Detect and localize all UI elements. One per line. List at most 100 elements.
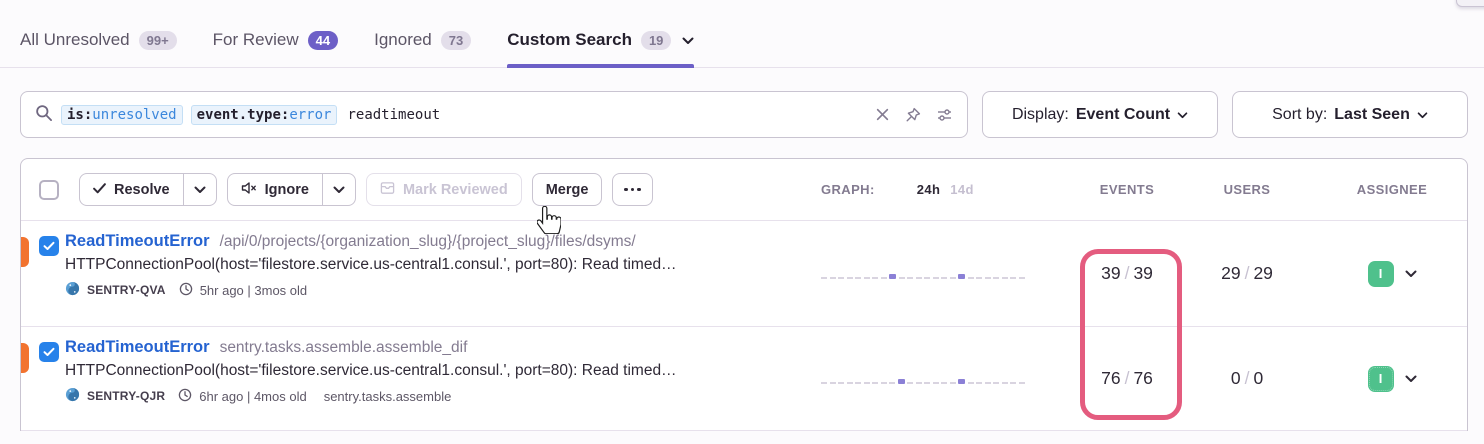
search-icon: [35, 104, 53, 126]
events-separator: /: [1124, 263, 1130, 283]
error-level-bar: [21, 343, 29, 373]
issue-message: HTTPConnectionPool(host='filestore.servi…: [65, 256, 677, 273]
assignee-dropdown[interactable]: I: [1317, 260, 1467, 287]
tab-label: Ignored: [374, 30, 432, 49]
pin-icon[interactable]: [905, 107, 921, 123]
token-key: is:: [67, 106, 93, 123]
events-cell: 39/39: [1037, 263, 1177, 284]
assignee-avatar[interactable]: I: [1367, 365, 1394, 392]
search-input[interactable]: is:unresolved event.type:error readtimeo…: [20, 91, 968, 138]
merge-button[interactable]: Merge: [531, 173, 603, 206]
ignore-dropdown-button[interactable]: [321, 173, 356, 206]
graph-column-header: GRAPH: 24h 14d: [797, 182, 1037, 197]
issue-summary: ReadTimeoutError /api/0/projects/{organi…: [65, 221, 797, 299]
token-value: error: [289, 106, 332, 123]
clear-search-icon[interactable]: [875, 107, 890, 122]
issue-meta: SENTRY-QJR 6hr ago | 4mos old sentry.tas…: [65, 387, 797, 405]
row-checkbox[interactable]: [39, 236, 59, 256]
issue-culprit: /api/0/projects/{organization_slug}/{pro…: [219, 233, 636, 250]
chevron-down-icon: [1405, 265, 1417, 283]
tab-ignored[interactable]: Ignored 73: [374, 30, 472, 67]
resolve-button[interactable]: Resolve: [79, 173, 184, 206]
chevron-down-icon: [1177, 106, 1188, 124]
users-cell: 0/0: [1177, 368, 1317, 389]
issue-meta: SENTRY-QVA 5hr ago | 3mos old: [65, 281, 797, 299]
ignore-button[interactable]: Ignore: [226, 173, 323, 206]
users-total: 29: [1253, 263, 1273, 283]
issue-summary: ReadTimeoutError sentry.tasks.assemble.a…: [65, 327, 797, 405]
sliders-icon[interactable]: [936, 107, 953, 123]
users-count: 0: [1230, 368, 1241, 388]
tab-count-badge: 44: [307, 30, 339, 50]
chevron-down-icon: [1405, 370, 1417, 388]
sort-dropdown[interactable]: Sort by: Last Seen: [1232, 91, 1468, 138]
events-total: 76: [1133, 368, 1153, 388]
tab-label: Custom Search: [507, 30, 632, 49]
users-count: 29: [1221, 263, 1241, 283]
issues-panel: Resolve Ignore: [20, 158, 1468, 431]
assignee-cell: I: [1317, 365, 1467, 392]
clock-icon: [179, 282, 193, 299]
project-slug[interactable]: SENTRY-QJR: [87, 389, 166, 403]
chevron-down-icon[interactable]: [682, 30, 694, 50]
archive-icon: [380, 181, 395, 199]
issue-graph-cell: [797, 269, 1037, 279]
issue-age: 6hr ago | 4mos old: [199, 388, 307, 404]
resolve-dropdown-button[interactable]: [182, 173, 217, 206]
events-column-header: EVENTS: [1099, 182, 1155, 197]
mark-reviewed-button: Mark Reviewed: [365, 173, 522, 206]
issue-row: ReadTimeoutError sentry.tasks.assemble.a…: [21, 326, 1467, 431]
range-24h[interactable]: 24h: [916, 182, 941, 197]
row-checkbox[interactable]: [39, 342, 59, 362]
token-value: unresolved: [92, 106, 177, 123]
tab-all-unresolved[interactable]: All Unresolved 99+: [20, 30, 177, 67]
events-cell: 76/76: [1037, 368, 1177, 389]
issue-tabs: All Unresolved 99+ For Review 44 Ignored…: [0, 0, 1484, 68]
platform-python-icon: [65, 281, 80, 299]
range-14d[interactable]: 14d: [950, 182, 974, 197]
search-token-status[interactable]: is:unresolved: [61, 104, 183, 125]
more-actions-button[interactable]: [612, 173, 653, 206]
sort-value: Last Seen: [1334, 105, 1410, 123]
tab-for-review[interactable]: For Review 44: [212, 30, 339, 67]
users-column-header: USERS: [1223, 182, 1271, 197]
more-icon: [624, 187, 641, 192]
display-value: Event Count: [1075, 105, 1171, 123]
issue-culprit: sentry.tasks.assemble.assemble_dif: [219, 339, 468, 356]
issues-toolbar: Resolve Ignore: [21, 159, 1467, 221]
tab-label: All Unresolved: [20, 30, 130, 49]
sparkline-24h: [821, 269, 1025, 279]
issue-row: ReadTimeoutError /api/0/projects/{organi…: [21, 221, 1467, 326]
tab-custom-search[interactable]: Custom Search 19: [507, 30, 695, 68]
mute-icon: [241, 181, 257, 199]
users-separator: /: [1244, 263, 1250, 283]
merge-label: Merge: [545, 181, 589, 198]
row-select: [21, 342, 65, 362]
ignore-label: Ignore: [264, 181, 309, 198]
issue-title-link[interactable]: ReadTimeoutError: [65, 338, 210, 356]
bulk-actions: Resolve Ignore: [39, 173, 797, 206]
events-count: 76: [1101, 368, 1121, 388]
events-total: 39: [1133, 263, 1153, 283]
users-total: 0: [1253, 368, 1264, 388]
assignee-column-header: ASSIGNEE: [1356, 182, 1428, 197]
assignee-dropdown[interactable]: I: [1317, 365, 1467, 392]
tab-count-badge: 99+: [138, 30, 177, 50]
assignee-cell: I: [1317, 260, 1467, 287]
assignee-avatar[interactable]: I: [1367, 260, 1394, 287]
sort-label: Sort by:: [1272, 105, 1328, 123]
token-key: event.type:: [196, 106, 290, 123]
display-dropdown[interactable]: Display: Event Count: [982, 91, 1218, 138]
tab-label: For Review: [212, 30, 299, 49]
project-slug[interactable]: SENTRY-QVA: [87, 283, 166, 297]
issue-graph-cell: [797, 374, 1037, 384]
row-select: [21, 236, 65, 256]
events-count: 39: [1101, 263, 1121, 283]
issue-extra-tag: sentry.tasks.assemble: [323, 388, 452, 404]
issue-title-link[interactable]: ReadTimeoutError: [65, 232, 210, 250]
search-token-event-type[interactable]: event.type:error: [190, 104, 338, 125]
search-free-text: readtimeout: [347, 106, 441, 123]
select-all-checkbox[interactable]: [39, 179, 59, 200]
users-cell: 29/29: [1177, 263, 1317, 284]
tab-count-badge: 73: [440, 30, 472, 50]
